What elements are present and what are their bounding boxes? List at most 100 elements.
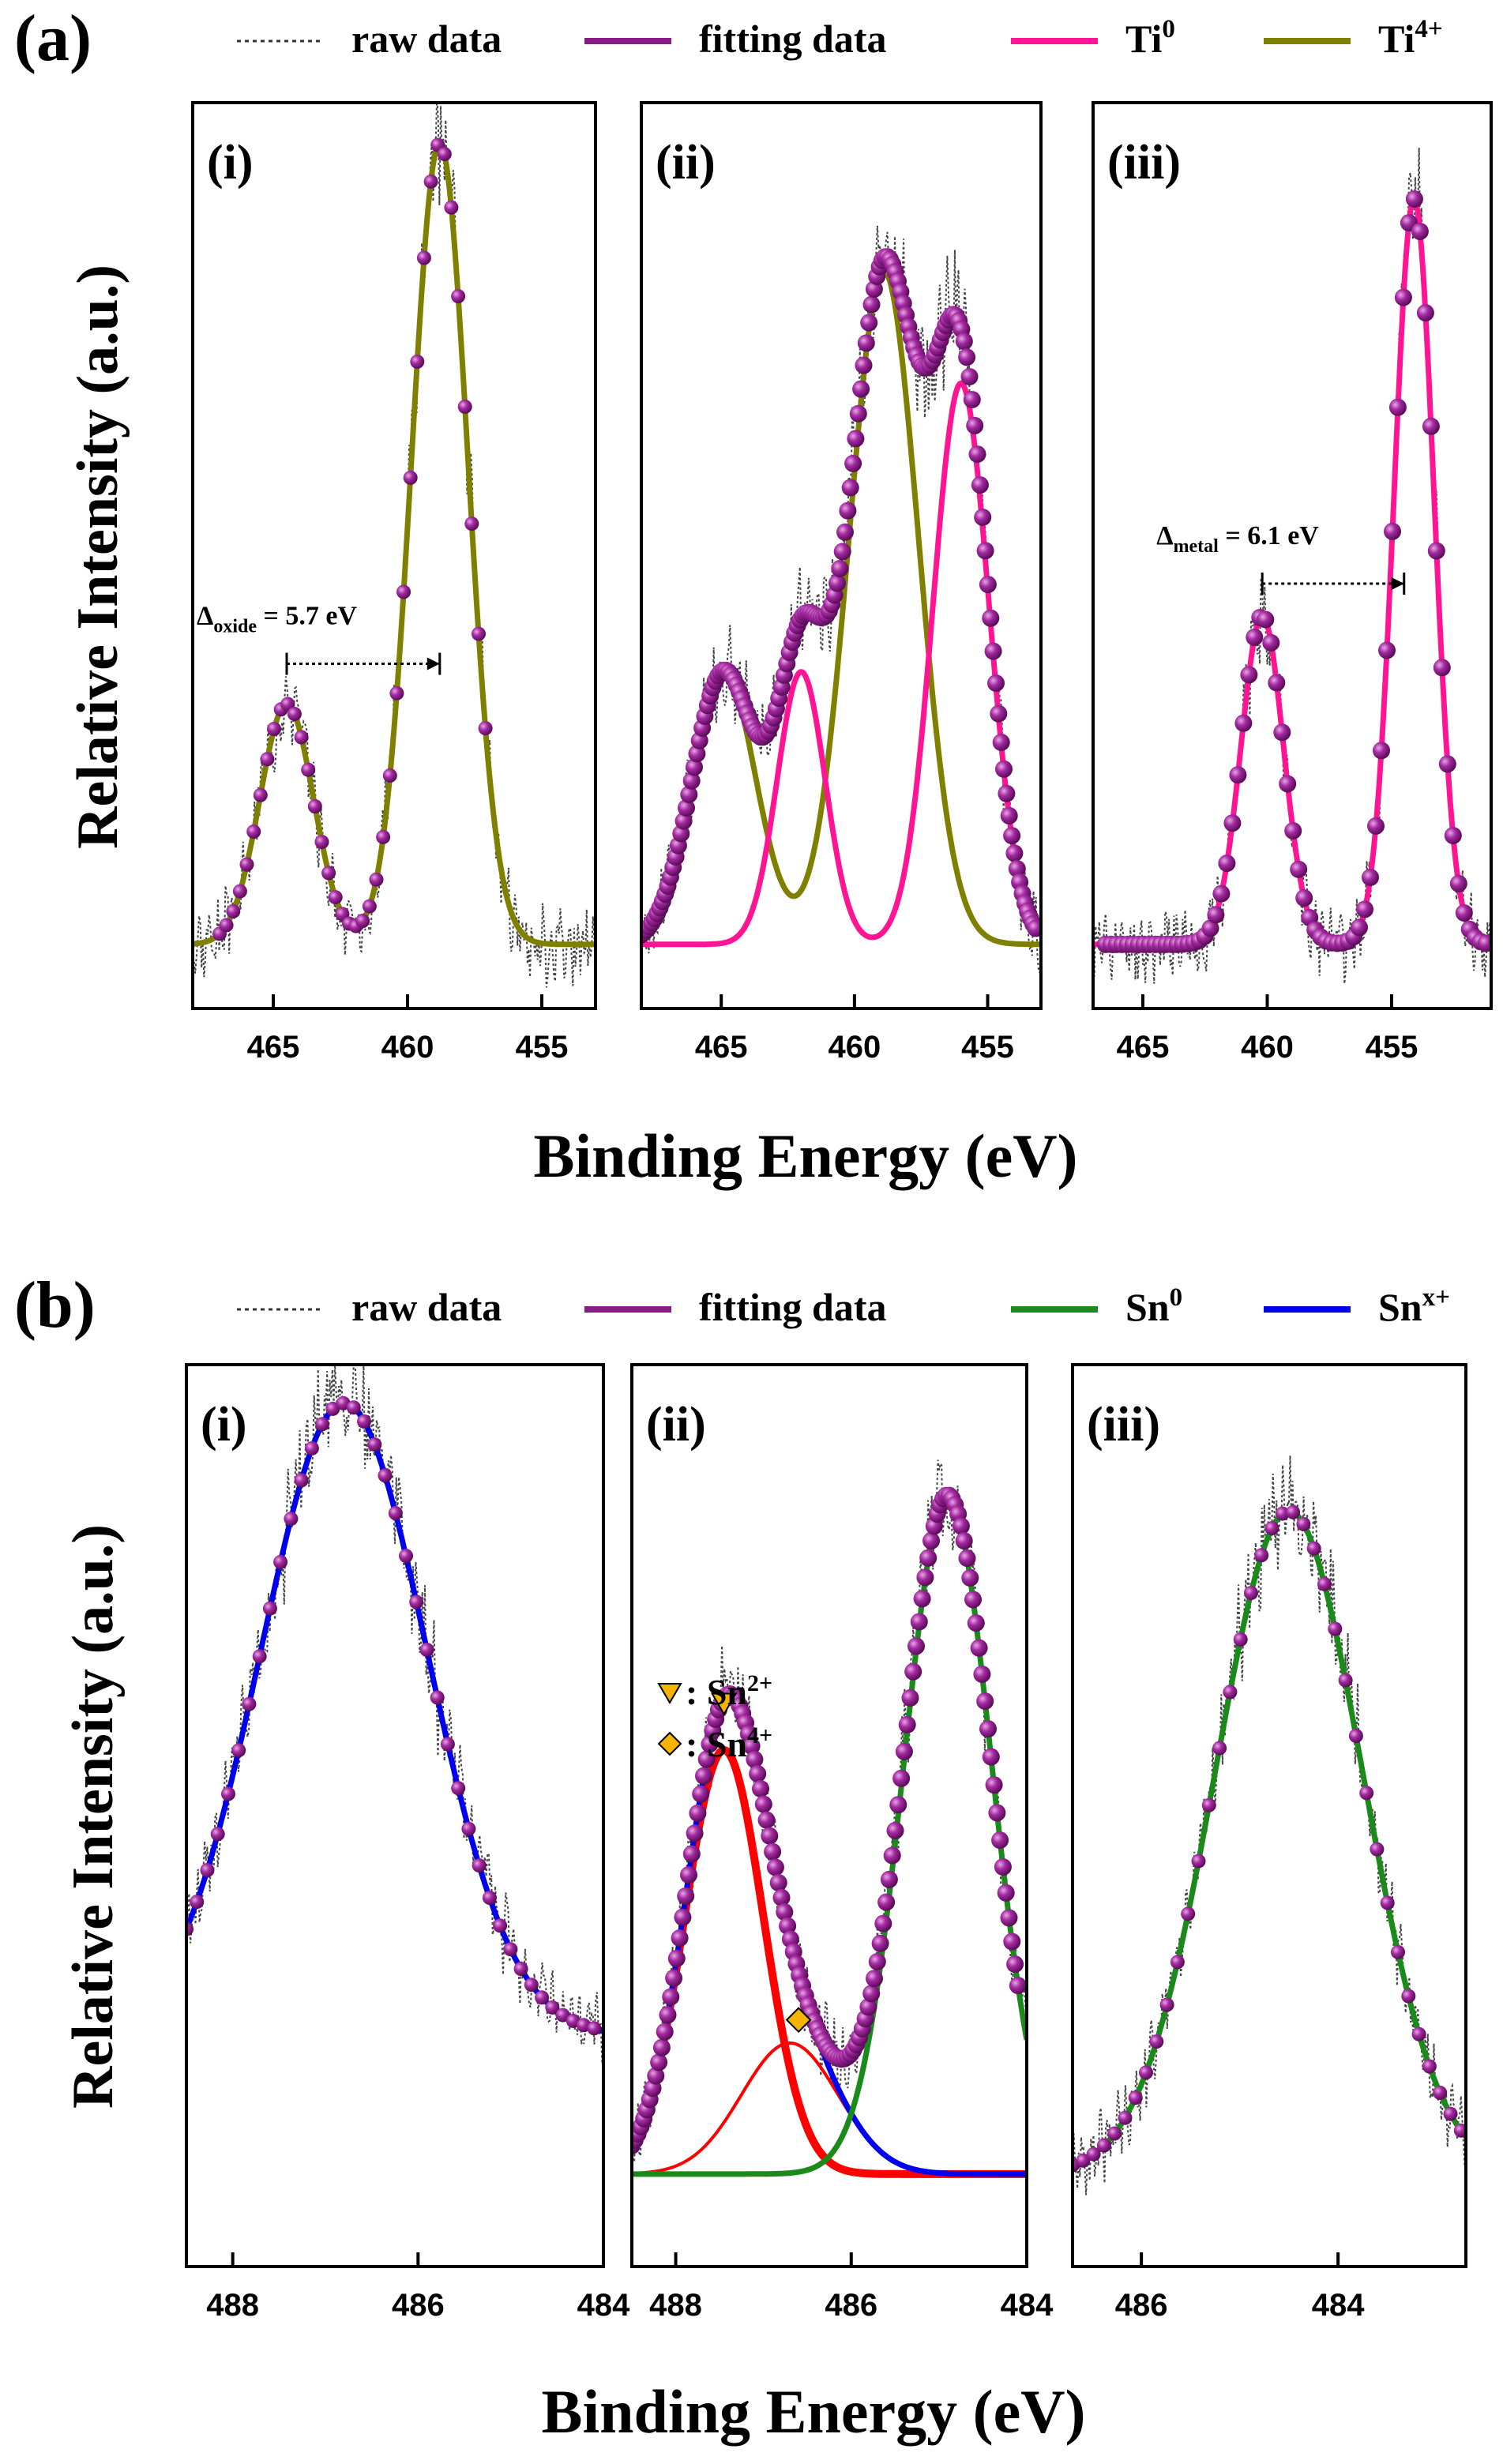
plot-frame (1071, 1363, 1467, 2268)
plot-area (1073, 1455, 1466, 2195)
plot-frame (1092, 101, 1493, 1010)
subplot-label: (iii) (1087, 1398, 1160, 1452)
fit-point (952, 1517, 970, 1535)
x-tick-label: 460 (1241, 1030, 1294, 1065)
fit-point (1348, 1729, 1363, 1743)
fit-point (652, 2038, 671, 2056)
fit-point (1306, 1541, 1321, 1556)
plot-area (641, 225, 1041, 974)
fit-point (294, 1473, 309, 1488)
plot-frame (640, 101, 1043, 1010)
fit-point (493, 1918, 508, 1933)
fit-point (995, 760, 1013, 778)
x-tick-label: 465 (695, 1030, 748, 1065)
marker-legend-triangle (657, 1683, 682, 1704)
x-tick-label: 460 (828, 1030, 881, 1065)
legend-label-2: Sn0 (1125, 1283, 1182, 1329)
component-Sn0 (1073, 1508, 1466, 2168)
fit-point (994, 1858, 1012, 1876)
fit-point (1453, 2123, 1466, 2138)
fit-point (376, 829, 391, 844)
fit-point (357, 1414, 371, 1429)
fit-point (779, 1917, 797, 1935)
plot-frame (185, 1363, 605, 2268)
fit-point (919, 1549, 937, 1567)
fit-point (284, 1512, 299, 1527)
fit-point (461, 1821, 476, 1836)
fit-point (472, 626, 486, 641)
fit-point (410, 354, 425, 369)
panel-label: (b) (14, 1268, 96, 1342)
fit-point (1086, 2147, 1101, 2162)
fit-point (862, 295, 881, 314)
component-Snx+ (632, 1691, 1027, 2177)
fit-point (200, 1863, 215, 1877)
fit-point (186, 1921, 194, 1936)
subplot-label: (i) (201, 1398, 247, 1452)
fit-point (328, 890, 343, 905)
fit-point (294, 730, 309, 745)
fit-point (1422, 417, 1440, 435)
plot-area (193, 103, 596, 988)
fit-point (325, 1401, 340, 1416)
fit-point (680, 786, 698, 803)
fit-point (1380, 1895, 1395, 1910)
fit-point (922, 1532, 940, 1549)
fit-point (859, 1998, 877, 2016)
fit-point (659, 2006, 677, 2024)
legend: raw data fitting data Ti0 Ti4+ (237, 15, 1443, 61)
fit-point (355, 914, 370, 928)
fit-point (889, 1796, 907, 1814)
fit-point (1246, 628, 1264, 646)
fit-point (1027, 919, 1041, 937)
fit-point (958, 1549, 976, 1568)
fit-point (677, 1887, 695, 1905)
fit-point (746, 1750, 764, 1768)
fit-point (973, 1665, 991, 1683)
marker-legend-label: : Sn2+ (686, 1670, 772, 1712)
legend-label-2: Ti0 (1125, 15, 1175, 61)
fit-point (844, 454, 862, 472)
fit-point (1139, 2065, 1153, 2080)
fit-point (979, 1720, 997, 1738)
fit-point (1008, 860, 1026, 877)
fit-point (686, 1824, 704, 1842)
x-tick-label: 484 (577, 2288, 630, 2323)
fit-point (749, 1765, 767, 1782)
fit-point (1433, 659, 1451, 677)
plot-frame (630, 1363, 1028, 2268)
fit-point (1373, 742, 1390, 760)
fit-point (701, 1735, 719, 1753)
fit-point (910, 1613, 928, 1631)
subplot-2: 465 460 455 (ii) (640, 101, 1043, 1065)
fit-point (1388, 398, 1407, 416)
fit-point (1449, 874, 1467, 892)
fit-point (287, 707, 302, 721)
raw-data-line (186, 1365, 603, 2066)
fit-point (587, 2021, 602, 2036)
marker-legend: : Sn2+: Sn4+ (657, 1670, 772, 1764)
fit-point (971, 476, 989, 494)
fit-point (913, 1590, 931, 1608)
fit-point (742, 1737, 761, 1755)
y-axis-title: Relative Intensity (a.u.) (61, 1524, 126, 2109)
fit-point (769, 1874, 787, 1891)
fit-point (697, 1750, 716, 1768)
fit-point (190, 1895, 205, 1910)
fit-point (423, 174, 438, 189)
fit-point (1394, 288, 1412, 306)
fit-point (301, 762, 316, 777)
delta-label: Δmetal = 6.1 eV (1156, 521, 1319, 557)
fit-point (680, 1866, 697, 1884)
fit-point (273, 1554, 288, 1569)
legend-label-0: raw data (351, 1285, 502, 1329)
delta-arrowhead (426, 657, 440, 670)
fit-point (976, 1692, 994, 1711)
fit-point (1005, 844, 1024, 862)
fit-point (662, 1988, 680, 2006)
fit-point (862, 1985, 881, 2003)
fit-point (955, 332, 973, 351)
fit-point (849, 404, 867, 423)
component-Ti0 (641, 380, 1041, 948)
